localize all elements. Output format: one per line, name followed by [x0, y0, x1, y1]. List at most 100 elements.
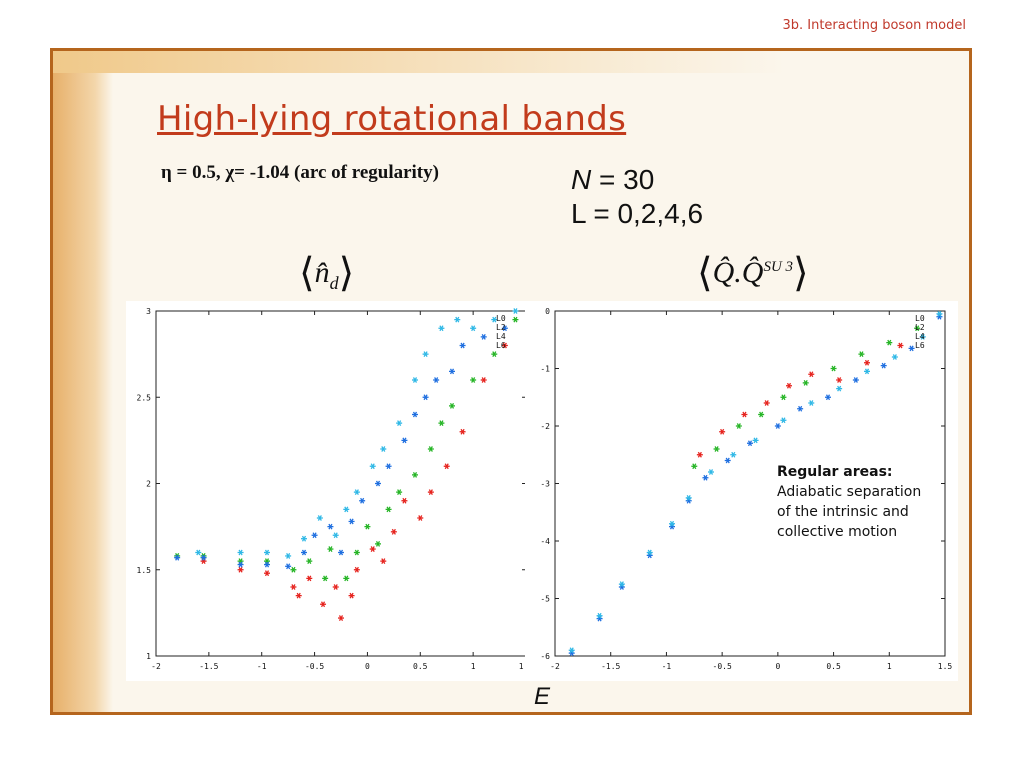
data-point-l6	[596, 612, 603, 619]
point-stroke	[697, 451, 702, 458]
data-point-l6	[808, 400, 815, 406]
data-point-l2	[713, 446, 720, 452]
data-point-l0	[338, 615, 344, 621]
point-stroke	[338, 549, 344, 556]
data-point-l6	[646, 549, 653, 556]
data-point-l2	[290, 566, 297, 573]
data-point-l4	[422, 394, 429, 401]
x-tick-label: 0.5	[413, 662, 428, 671]
point-stroke	[386, 463, 391, 470]
point-stroke	[803, 379, 808, 386]
point-stroke	[669, 520, 675, 527]
point-stroke	[412, 411, 418, 418]
point-stroke	[798, 405, 803, 412]
data-point-l2	[691, 463, 698, 470]
data-point-l6	[780, 417, 787, 424]
data-point-l4	[311, 532, 318, 539]
point-stroke	[569, 647, 574, 654]
data-point-l4	[338, 549, 344, 556]
data-point-l4	[401, 437, 408, 444]
point-stroke	[920, 333, 925, 340]
n-value: = 30	[591, 164, 655, 195]
point-stroke	[720, 428, 725, 435]
point-stroke	[344, 506, 349, 513]
point-stroke	[502, 342, 507, 349]
data-point-l4	[797, 405, 804, 412]
point-stroke	[196, 549, 201, 556]
data-point-l0	[696, 451, 703, 458]
point-stroke	[301, 535, 307, 542]
data-point-l6	[353, 489, 360, 496]
point-stroke	[831, 365, 836, 372]
data-point-l2	[830, 365, 837, 372]
data-point-l0	[353, 566, 360, 573]
slide-frame: High-lying rotational bands η = 0.5, χ= …	[50, 48, 972, 715]
y-tick-label: 1	[146, 652, 151, 661]
data-point-l4	[774, 423, 781, 429]
point-stroke	[731, 451, 736, 458]
data-point-l2	[322, 575, 329, 582]
nd-hat: n̂	[314, 256, 330, 289]
data-point-l0	[763, 400, 770, 406]
point-stroke	[286, 553, 291, 559]
annotation-line: of the intrinsic and	[777, 504, 909, 520]
data-point-l6	[491, 316, 498, 323]
data-point-l2	[412, 471, 418, 478]
data-point-l2	[491, 351, 498, 358]
point-stroke	[471, 325, 476, 332]
point-stroke	[937, 310, 942, 317]
data-point-l2	[449, 402, 455, 409]
data-point-l0	[320, 601, 327, 608]
point-stroke	[354, 566, 359, 573]
data-point-l6	[438, 325, 445, 332]
point-stroke	[597, 612, 602, 619]
legend-label: L2	[915, 323, 925, 332]
point-stroke	[492, 316, 497, 323]
data-point-l0	[417, 515, 424, 521]
point-stroke	[333, 532, 338, 539]
data-point-l6	[836, 385, 843, 392]
data-point-l0	[380, 558, 387, 565]
point-stroke	[434, 377, 439, 383]
data-point-l6	[332, 532, 339, 539]
point-stroke	[892, 354, 897, 360]
point-stroke	[481, 333, 486, 340]
data-point-l4	[285, 563, 292, 570]
annotation-line: Adiabatic separation	[777, 484, 922, 500]
legend-label: L4	[496, 332, 506, 341]
point-stroke	[513, 308, 518, 314]
data-point-l2	[364, 523, 371, 530]
point-stroke	[286, 563, 291, 570]
point-stroke	[307, 575, 312, 582]
x-tick-label: -2	[550, 662, 560, 671]
legend-label: L6	[915, 341, 925, 350]
data-point-l2	[758, 411, 765, 418]
data-point-l4	[449, 368, 455, 375]
legend-label: L6	[496, 341, 506, 350]
data-point-l4	[724, 457, 731, 464]
data-point-l0	[741, 411, 748, 418]
data-point-l2	[343, 575, 350, 582]
x-tick-label: -0.5	[305, 662, 324, 671]
x-tick-label: 0	[365, 662, 370, 671]
data-point-l4	[747, 440, 753, 447]
decorative-side-band	[53, 51, 113, 712]
point-stroke	[781, 417, 786, 424]
data-point-l4	[480, 333, 487, 340]
point-stroke	[502, 325, 507, 332]
point-stroke	[759, 411, 764, 418]
point-stroke	[449, 402, 455, 409]
point-stroke	[647, 549, 652, 556]
data-point-l4	[174, 554, 181, 561]
legend-label: L0	[496, 314, 506, 323]
point-stroke	[370, 546, 375, 552]
data-point-l6	[369, 463, 376, 470]
x-tick-label: -2	[151, 662, 161, 671]
data-point-l2	[735, 423, 742, 429]
section-label: 3b. Interacting boson model	[782, 18, 966, 33]
data-point-l0	[719, 428, 726, 435]
point-stroke	[781, 394, 786, 401]
point-stroke	[301, 549, 307, 556]
data-point-l6	[301, 535, 307, 542]
point-stroke	[471, 377, 476, 383]
